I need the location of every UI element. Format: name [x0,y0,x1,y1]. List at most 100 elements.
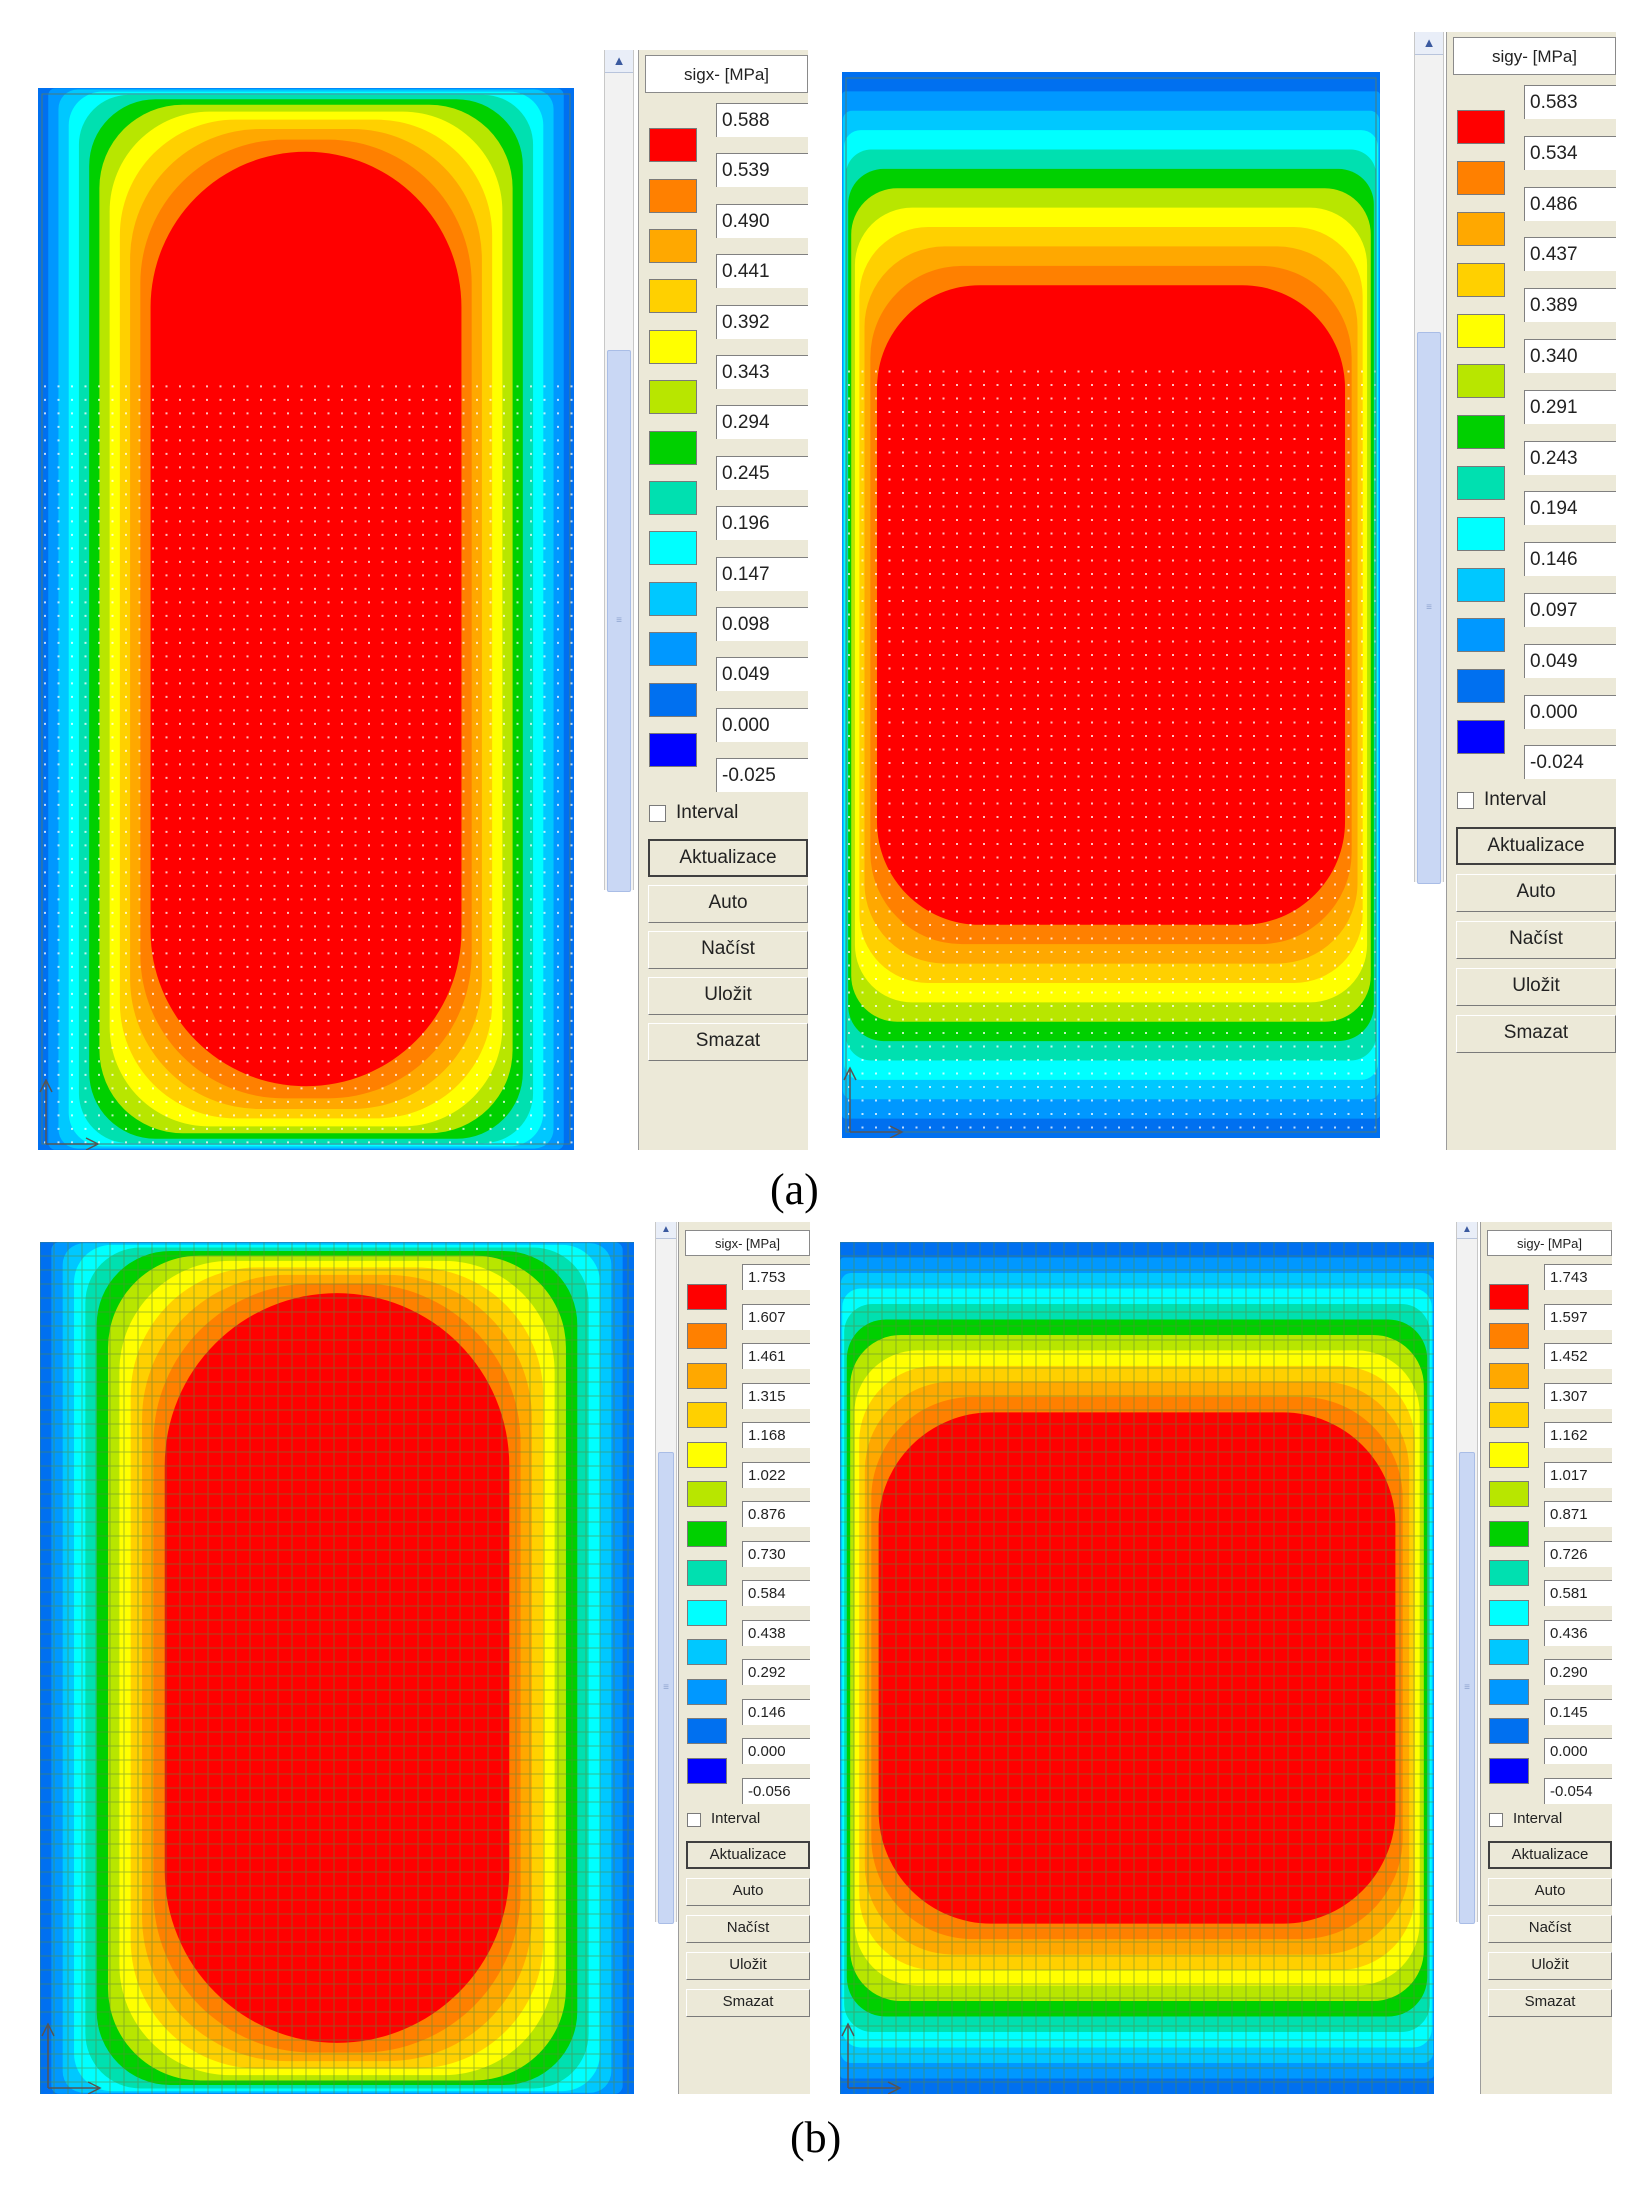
legend-value[interactable]: -0.025 [716,758,808,793]
smazat-button[interactable]: Smazat [1456,1014,1616,1053]
legend-value[interactable]: 0.534 [1524,135,1616,170]
ulozit-button[interactable]: Uložit [1456,967,1616,1006]
legend-value[interactable]: 1.168 [742,1422,810,1448]
scrollbar-thumb[interactable]: ≡ [658,1452,674,1924]
legend-value[interactable]: 0.588 [716,103,808,137]
legend-value[interactable]: 0.392 [716,304,808,339]
scrollbar[interactable]: ▲ ≡ [1456,1222,1478,1924]
auto-button[interactable]: Auto [648,885,808,924]
aktualizace-button[interactable]: Aktualizace [1456,826,1616,865]
legend-value[interactable]: -0.056 [742,1777,810,1804]
scrollbar-thumb[interactable]: ≡ [607,350,631,892]
legend-value[interactable]: 1.452 [1544,1343,1612,1369]
legend-value[interactable]: 0.730 [742,1540,810,1567]
scrollbar[interactable]: ▲ ≡ [655,1222,677,1924]
auto-button[interactable]: Auto [686,1878,810,1907]
legend-value[interactable]: -0.054 [1544,1777,1612,1804]
legend-value[interactable]: 0.726 [1544,1540,1612,1567]
legend-value[interactable]: 0.000 [716,707,808,742]
aktualizace-button[interactable]: Aktualizace [648,839,808,878]
scroll-up-arrow-icon[interactable]: ▲ [1415,32,1443,55]
legend-value[interactable]: 1.461 [742,1343,810,1369]
axis-icon [843,1066,904,1138]
scroll-up-arrow-icon[interactable]: ▲ [1457,1222,1477,1239]
legend-value[interactable]: 0.194 [1524,491,1616,526]
legend-value[interactable]: 0.146 [1524,542,1616,577]
ulozit-button[interactable]: Uložit [686,1952,810,1981]
interval-checkbox[interactable] [687,1813,701,1828]
legend-value[interactable]: 0.343 [716,355,808,389]
legend-value[interactable]: 0.292 [742,1659,810,1685]
legend-value[interactable]: 0.438 [742,1619,810,1646]
stress-plot-b-right[interactable] [840,1242,1434,2094]
legend-value[interactable]: 0.490 [716,203,808,238]
legend-value[interactable]: 1.607 [742,1303,810,1330]
legend-value[interactable]: 1.162 [1544,1422,1612,1448]
legend-value[interactable]: 1.753 [742,1264,810,1290]
legend-value[interactable]: 0.340 [1524,339,1616,373]
legend-value[interactable]: 0.437 [1524,237,1616,272]
scrollbar[interactable]: ▲ ≡ [1414,32,1444,884]
nacist-button[interactable]: Načíst [1456,920,1616,959]
legend-value[interactable]: 0.000 [1544,1738,1612,1764]
legend-value[interactable]: 0.436 [1544,1619,1612,1646]
legend-value[interactable]: 0.245 [716,455,808,490]
stress-plot-b-left[interactable] [40,1242,634,2094]
legend-value[interactable]: 0.196 [716,506,808,541]
ulozit-button[interactable]: Uložit [1488,1952,1612,1981]
legend-value[interactable]: 1.743 [1544,1264,1612,1290]
stress-plot-a-right[interactable] [842,72,1380,1138]
legend-value[interactable]: 0.243 [1524,440,1616,475]
legend-value[interactable]: -0.024 [1524,745,1616,780]
scrollbar-thumb[interactable]: ≡ [1459,1452,1475,1924]
legend-value[interactable]: 0.539 [716,153,808,188]
nacist-button[interactable]: Načíst [648,931,808,970]
legend-value[interactable]: 0.097 [1524,593,1616,627]
legend-value[interactable]: 0.290 [1544,1659,1612,1685]
legend-value[interactable]: 0.486 [1524,186,1616,221]
auto-button[interactable]: Auto [1456,873,1616,912]
legend-value[interactable]: 0.145 [1544,1698,1612,1725]
nacist-button[interactable]: Načíst [1488,1915,1612,1944]
aktualizace-button[interactable]: Aktualizace [1488,1841,1612,1870]
ulozit-button[interactable]: Uložit [648,977,808,1016]
scroll-up-arrow-icon[interactable]: ▲ [605,50,633,73]
legend-value[interactable]: 0.147 [716,556,808,591]
legend-value[interactable]: 1.017 [1544,1461,1612,1488]
legend-value[interactable]: 0.291 [1524,389,1616,424]
legend-value[interactable]: 0.049 [1524,643,1616,678]
legend-value[interactable]: 1.307 [1544,1382,1612,1409]
legend-value[interactable]: 1.597 [1544,1303,1612,1330]
smazat-button[interactable]: Smazat [648,1023,808,1062]
legend-value[interactable]: 1.022 [742,1461,810,1488]
legend-value[interactable]: 0.146 [742,1698,810,1725]
smazat-button[interactable]: Smazat [686,1989,810,2018]
smazat-button[interactable]: Smazat [1488,1989,1612,2018]
nacist-button[interactable]: Načíst [686,1915,810,1944]
stress-bands [842,72,1380,1138]
legend-value[interactable]: 0.876 [742,1501,810,1527]
legend-value[interactable]: 0.389 [1524,288,1616,323]
stress-plot-a-left[interactable] [38,88,574,1150]
legend-header: sigx- [MPa] [685,1230,810,1256]
interval-checkbox[interactable] [1457,792,1474,810]
scrollbar[interactable]: ▲ ≡ [604,50,634,892]
legend-value[interactable]: 0.583 [1524,85,1616,119]
legend-value[interactable]: 0.000 [1524,694,1616,729]
legend-value[interactable]: 0.441 [716,254,808,289]
scroll-up-arrow-icon[interactable]: ▲ [656,1222,676,1239]
legend-value[interactable]: 0.584 [742,1580,810,1606]
legend-value[interactable]: 0.049 [716,657,808,692]
legend-value[interactable]: 0.000 [742,1738,810,1764]
legend-value[interactable]: 0.294 [716,405,808,440]
scrollbar-thumb[interactable]: ≡ [1417,332,1441,884]
legend-value[interactable]: 0.871 [1544,1501,1612,1527]
aktualizace-button[interactable]: Aktualizace [686,1841,810,1870]
legend-value[interactable]: 0.098 [716,607,808,641]
interval-checkbox[interactable] [1489,1813,1503,1828]
legend-color-swatch [1457,212,1505,246]
auto-button[interactable]: Auto [1488,1878,1612,1907]
legend-value[interactable]: 1.315 [742,1382,810,1409]
interval-checkbox[interactable] [649,804,666,822]
legend-value[interactable]: 0.581 [1544,1580,1612,1606]
